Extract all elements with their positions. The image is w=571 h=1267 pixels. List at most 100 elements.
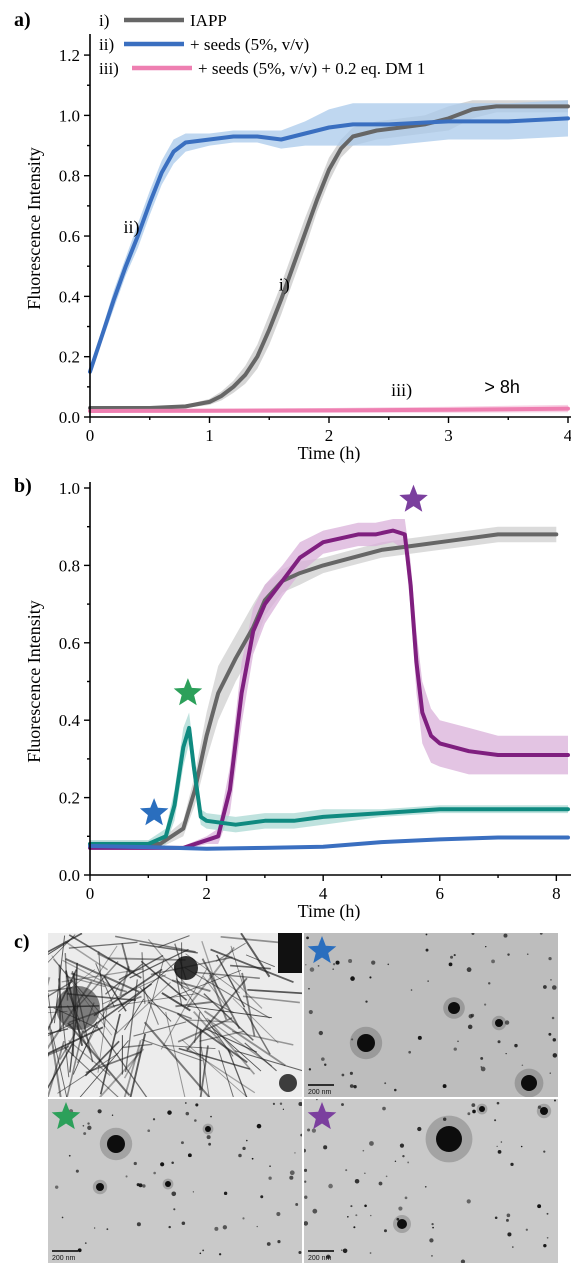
particle [552, 1038, 557, 1042]
particle [87, 1122, 90, 1125]
fibril [93, 945, 118, 982]
fibril [66, 1030, 84, 1097]
micrograph-bg [304, 1099, 558, 1263]
x-tick-label: 4 [319, 884, 328, 903]
particle [525, 1228, 528, 1231]
particle [549, 1072, 551, 1074]
particle [394, 1160, 397, 1163]
particle [142, 1184, 146, 1188]
fibril [139, 943, 198, 954]
micrograph-bg [304, 933, 558, 1097]
particle [424, 1185, 427, 1188]
particle [222, 1225, 228, 1230]
aggregate [479, 1106, 485, 1112]
x-tick-label: 0 [86, 426, 95, 445]
micrograph-bg [48, 1099, 302, 1263]
particle [308, 987, 310, 990]
fibril [85, 1051, 142, 1074]
fibril [240, 933, 271, 978]
particle [353, 1226, 356, 1229]
fibril [98, 951, 105, 1028]
fibril [147, 1001, 192, 1020]
particle [171, 1161, 174, 1164]
series-band-1 [90, 519, 568, 850]
particle [223, 1191, 228, 1196]
particle [324, 1063, 327, 1066]
particle [496, 1101, 500, 1105]
fibril [93, 968, 163, 1017]
aggregate [56, 986, 100, 1030]
x-tick-label: 1 [205, 426, 214, 445]
fibril [242, 995, 300, 1004]
particle [307, 1128, 311, 1132]
x-axis-label: Time (h) [298, 901, 361, 922]
particle [306, 936, 309, 940]
series-band-0 [90, 100, 568, 410]
particle [111, 1114, 114, 1116]
particle [289, 1175, 294, 1180]
series-line-0 [88, 104, 570, 410]
annotation: ii) [123, 217, 139, 238]
particle [218, 1253, 222, 1256]
series-band-0 [90, 526, 557, 848]
particle [537, 1204, 542, 1209]
particle [342, 1248, 348, 1254]
particle [378, 1181, 383, 1186]
fibril [48, 1025, 62, 1097]
micrograph-blue-star: 200 nm [304, 933, 558, 1097]
particle [266, 1242, 271, 1246]
particle [256, 1225, 258, 1228]
series-line-3 [88, 835, 570, 851]
particle [326, 1254, 331, 1259]
particle [396, 1217, 400, 1221]
particle [404, 1196, 408, 1200]
legend-marker: iii) [99, 59, 119, 78]
particle [311, 1128, 317, 1133]
fibril [48, 980, 74, 998]
particle [457, 1040, 459, 1043]
panel-label-c: c) [14, 931, 30, 953]
particle [466, 1199, 471, 1204]
particle [539, 933, 543, 935]
particle [83, 1132, 87, 1136]
particle [199, 1252, 202, 1255]
particle [133, 1161, 137, 1166]
fibril [48, 1026, 104, 1055]
particle [93, 1227, 96, 1229]
scale-label: 200 nm [52, 1255, 76, 1262]
y-tick-label: 0.4 [59, 711, 81, 730]
particle [537, 1105, 542, 1109]
particle [323, 1145, 328, 1150]
particle [431, 1255, 433, 1257]
particle [354, 1178, 360, 1184]
fibril [215, 942, 246, 962]
star-marker [399, 484, 428, 512]
fibril [202, 975, 227, 1008]
legend-marker: ii) [99, 35, 114, 54]
particle [97, 1109, 102, 1114]
series-band-1 [90, 100, 568, 375]
particle [77, 1248, 82, 1253]
particle [480, 1066, 483, 1068]
particle [448, 962, 453, 967]
particle [348, 958, 353, 963]
aggregate [96, 1183, 104, 1191]
particle [472, 1109, 476, 1114]
star-marker [307, 1102, 337, 1130]
particle [460, 1259, 466, 1263]
particle [488, 982, 491, 985]
particle [552, 985, 557, 990]
aggregate [279, 1074, 297, 1092]
fibril [185, 946, 235, 1009]
particle [511, 1246, 514, 1248]
micrograph-image [48, 933, 302, 1097]
fibril [123, 1046, 143, 1079]
particle [364, 1172, 366, 1175]
particle [507, 953, 510, 956]
star-marker [307, 936, 337, 964]
particle [551, 1016, 555, 1020]
annotation: > 8h [484, 377, 520, 397]
particle [548, 957, 552, 961]
particle [480, 1056, 484, 1060]
fibril [187, 1005, 272, 1019]
